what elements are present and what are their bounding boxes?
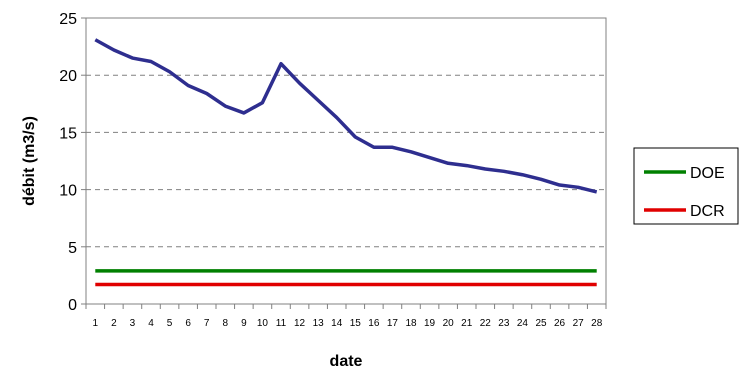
x-tick-label: 21 xyxy=(461,318,473,329)
x-tick-label: 24 xyxy=(517,318,529,329)
legend-label-doe: DOE xyxy=(690,165,725,182)
x-tick-label: 22 xyxy=(480,318,492,329)
y-tick-label: 0 xyxy=(68,297,77,314)
x-tick-label: 25 xyxy=(535,318,547,329)
y-axis-title: débit (m3/s) xyxy=(21,116,38,206)
series-line-flow xyxy=(94,38,598,194)
x-tick-label: 18 xyxy=(405,318,417,329)
x-tick-label: 7 xyxy=(204,318,210,329)
y-tick-label: 20 xyxy=(59,68,77,85)
x-tick-label: 14 xyxy=(331,318,343,329)
x-tick-label: 19 xyxy=(424,318,436,329)
x-tick-label: 8 xyxy=(223,318,229,329)
x-tick-label: 3 xyxy=(130,318,136,329)
y-axis-ticks: 0 5 10 15 20 25 xyxy=(59,11,86,314)
x-tick-label: 23 xyxy=(498,318,510,329)
x-tick-label: 10 xyxy=(257,318,269,329)
legend: DOE DCR xyxy=(633,147,739,225)
x-tick-label: 28 xyxy=(591,318,603,329)
y-tick-label: 15 xyxy=(59,125,77,142)
x-tick-label: 16 xyxy=(368,318,380,329)
x-tick-label: 26 xyxy=(554,318,566,329)
x-axis-title: date xyxy=(330,353,363,370)
x-tick-label: 15 xyxy=(350,318,362,329)
x-tick-label: 17 xyxy=(387,318,399,329)
grid-lines xyxy=(86,74,606,248)
x-tick-label: 12 xyxy=(294,318,306,329)
plot-area xyxy=(85,17,607,305)
series-lines xyxy=(94,38,598,287)
y-tick-label: 5 xyxy=(68,240,77,257)
x-tick-label: 11 xyxy=(276,318,287,329)
x-tick-label: 1 xyxy=(93,318,99,329)
y-tick-label: 25 xyxy=(59,11,77,28)
x-tick-label: 5 xyxy=(167,318,173,329)
x-tick-label: 2 xyxy=(111,318,117,329)
x-tick-label: 4 xyxy=(148,318,154,329)
x-tick-label: 9 xyxy=(241,318,247,329)
y-tick-label: 10 xyxy=(59,183,77,200)
legend-label-dcr: DCR xyxy=(690,203,725,220)
x-axis-ticks: 1 2 3 4 5 6 7 8 9 10 11 12 13 14 15 16 17 18 19 20 21 22 23 24 2… xyxy=(85,304,607,329)
x-tick-label: 6 xyxy=(185,318,191,329)
x-tick-label: 20 xyxy=(443,318,455,329)
x-tick-label: 27 xyxy=(573,318,585,329)
x-tick-label: 13 xyxy=(313,318,325,329)
